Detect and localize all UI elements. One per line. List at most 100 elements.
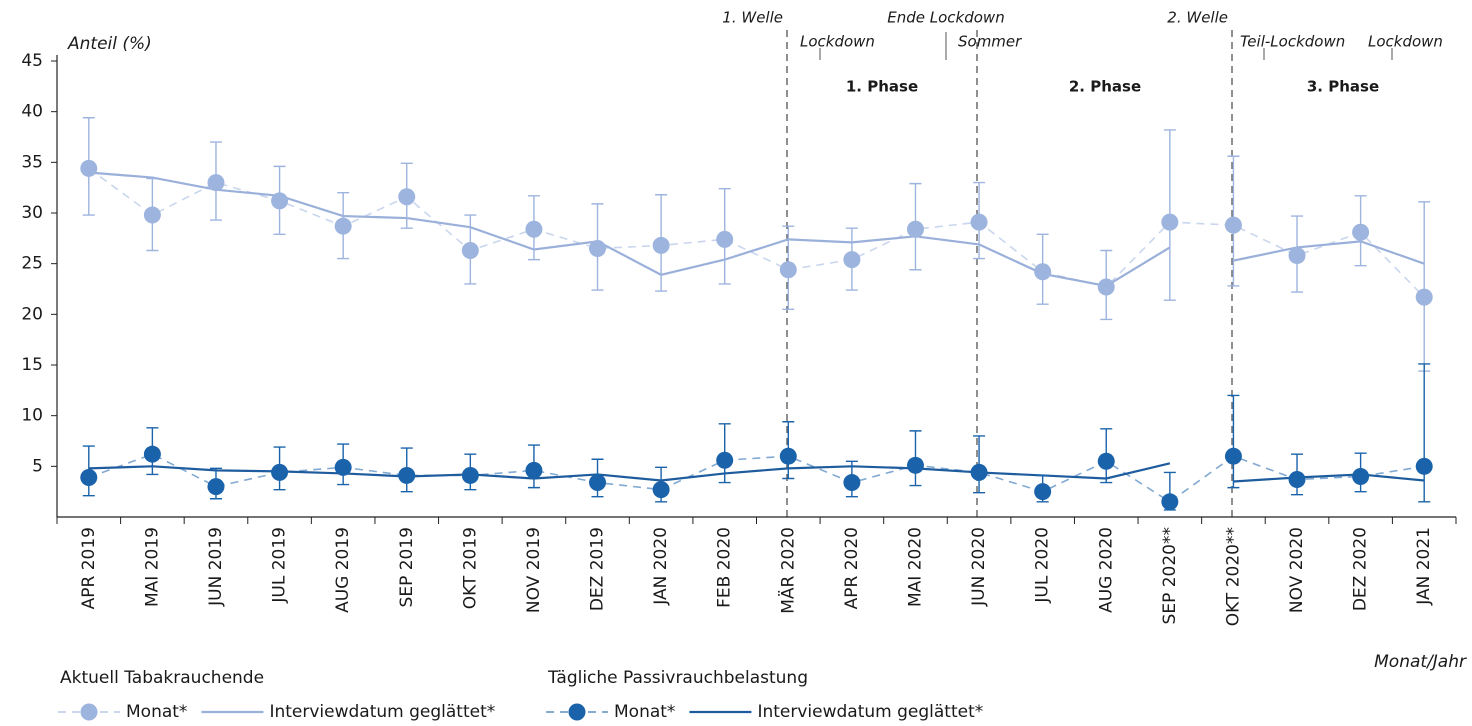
point [143,445,161,463]
x-tick-label: JUL 2019 [270,527,290,604]
y-tick-label: 20 [21,304,43,324]
y-tick-label: 30 [21,203,43,223]
monthly-connector [88,167,1425,298]
y-tick-label: 35 [21,152,43,172]
point [80,468,98,486]
x-tick-label: JUN 2019 [206,527,226,607]
phase-markers [786,30,1233,517]
point [843,474,861,492]
y-tick-label: 45 [21,51,43,71]
point [80,159,98,177]
annotation: 2. Welle [1167,9,1228,27]
x-tick-label: SEP 2019 [397,527,417,607]
x-tick-label: JUL 2020 [1033,527,1053,604]
point [1415,457,1433,475]
legend-group-title: Tägliche Passivrauchbelastung [547,668,808,688]
error-bar [1227,394,1240,489]
legend-swatch [80,703,98,721]
point [843,251,861,269]
point [1097,278,1115,296]
legend-label: Interviewdatum geglättet* [757,702,983,722]
point [1161,493,1179,511]
point [1288,471,1306,489]
point [1097,452,1115,470]
error-bar [1418,363,1431,503]
phase-label: 3. Phase [1307,78,1379,96]
point [525,461,543,479]
point [1352,467,1370,485]
x-axis-label: Monat/Jahr [1374,652,1467,672]
x-tick-label: DEZ 2020 [1351,527,1371,611]
point [970,213,988,231]
phase-label: 2. Phase [1069,78,1141,96]
point [1352,223,1370,241]
point [143,206,161,224]
x-tick-label: AUG 2019 [333,527,353,613]
point [207,478,225,496]
x-tick-label: FEB 2020 [715,527,735,608]
annotation: Ende Lockdown [887,9,1004,27]
point [652,236,670,254]
smoothed-line [1233,240,1425,265]
point [1224,447,1242,465]
point [1034,483,1052,501]
x-tick-label: MAI 2020 [905,527,925,607]
annotation: Sommer [958,33,1022,51]
legend-label: Monat* [614,702,675,722]
x-tick-label: NOV 2020 [1287,527,1307,613]
smoothed-line [1233,473,1425,483]
point [207,174,225,192]
error-bar [1418,201,1431,372]
legend-label: Interviewdatum geglättet* [269,702,495,722]
y-tick-label: 40 [21,102,43,122]
point [398,466,416,484]
smoothed-line [88,171,1171,288]
point [652,481,670,499]
monthly-connector [88,453,1425,503]
x-tick-label: AUG 2020 [1096,527,1116,613]
annotation: Teil-Lockdown [1240,33,1345,51]
smoothed-line [88,462,1171,482]
point [906,456,924,474]
x-tick-label: MÄR 2020 [777,527,798,614]
y-tick-label: 25 [21,254,43,274]
point [398,188,416,206]
point [589,239,607,257]
point [906,220,924,238]
point [716,230,734,248]
x-tick-label: OKT 2019 [460,527,480,609]
x-tick-label: SEP 2020** [1160,527,1180,624]
point [1034,263,1052,281]
y-tick-label: 5 [32,456,43,476]
point [334,458,352,476]
legend-group-title: Aktuell Tabakrauchende [60,668,264,688]
y-tick-label: 10 [21,406,43,426]
point [271,192,289,210]
point [1161,213,1179,231]
x-tick-label: JAN 2020 [651,527,671,606]
point [716,451,734,469]
point [779,447,797,465]
point [970,463,988,481]
point [271,463,289,481]
y-tick-label: 15 [21,355,43,375]
annotation: Lockdown [1368,33,1443,51]
x-tick-label: NOV 2019 [524,527,544,613]
point [779,261,797,279]
x-tick-label: APR 2020 [842,527,862,609]
point [589,474,607,492]
x-tick-label: DEZ 2019 [588,527,608,611]
point [461,466,479,484]
x-tick-label: APR 2019 [79,527,99,609]
legend-label: Monat* [126,702,187,722]
legend-swatch [568,703,586,721]
point [461,241,479,259]
point [334,217,352,235]
annotation: Lockdown [800,33,875,51]
x-tick-label: MAI 2019 [142,527,162,607]
x-tick-label: JUN 2020 [969,527,989,607]
x-tick-label: JAN 2021 [1414,527,1434,606]
x-tick-label: OKT 2020** [1223,527,1243,626]
annotation: 1. Welle [722,9,783,27]
